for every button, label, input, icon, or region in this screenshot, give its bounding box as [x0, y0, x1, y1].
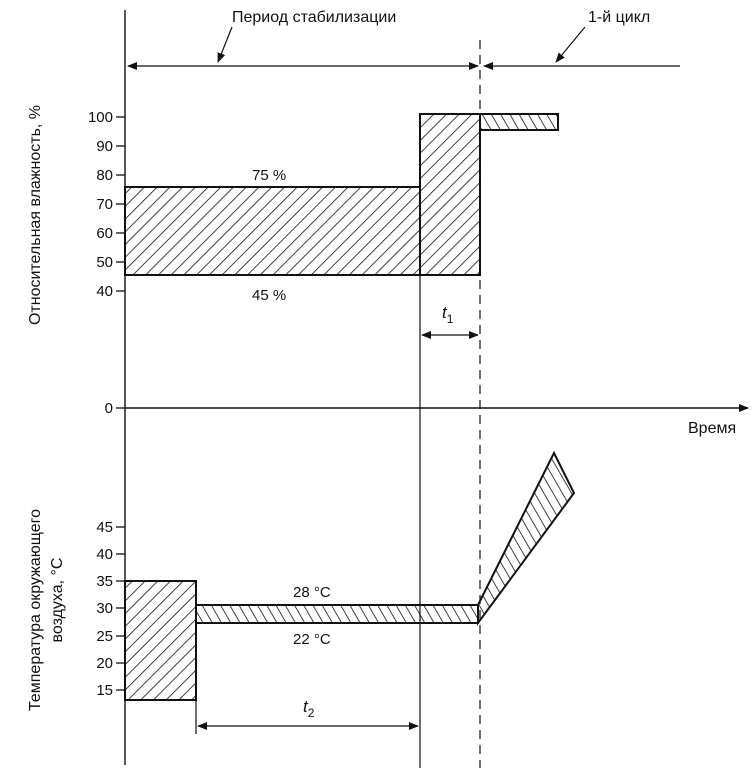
temperature-axis-title-line1: Температура окружающего — [27, 509, 44, 711]
temp-tick-40: 40 — [96, 546, 113, 563]
temperature-ramp — [477, 450, 576, 627]
initial-temperature-block — [124, 580, 197, 701]
temp-tick-35: 35 — [96, 573, 113, 590]
humidity-tick-zero: 0 — [105, 400, 113, 417]
humidity-ticks — [116, 116, 125, 409]
humidity-tick-40: 40 — [96, 283, 113, 300]
humidity-upper-label: 75 % — [252, 167, 286, 184]
humidity-high-block — [419, 113, 481, 276]
humidity-lower-label: 45 % — [252, 287, 286, 304]
first-cycle-leader-line — [555, 26, 586, 63]
temp-tick-45: 45 — [96, 519, 113, 536]
humidity-axis-title: Относительная влажность, % — [27, 105, 44, 325]
stabilization-period-label: Период стабилизации — [232, 9, 396, 26]
temperature-upper-label: 28 °С — [293, 584, 331, 601]
temperature-ticks — [116, 526, 125, 691]
humidity-tick-50: 50 — [96, 254, 113, 271]
humidity-tick-100: 100 — [88, 109, 113, 126]
time-axis-label: Время — [688, 420, 736, 437]
temperature-band — [195, 604, 479, 624]
humidity-tick-90: 90 — [96, 138, 113, 155]
temp-tick-25: 25 — [96, 628, 113, 645]
temp-tick-15: 15 — [96, 682, 113, 699]
first-cycle-humidity-band — [480, 113, 559, 131]
temp-tick-20: 20 — [96, 655, 113, 672]
temperature-axis-title-line2: воздуха, °С — [49, 558, 66, 643]
temperature-lower-label: 22 °С — [293, 631, 331, 648]
humidity-tick-80: 80 — [96, 167, 113, 184]
temp-tick-30: 30 — [96, 600, 113, 617]
t2-label: t2 — [303, 697, 315, 720]
t1-label: t1 — [442, 303, 454, 326]
humidity-band — [124, 186, 421, 276]
humidity-tick-60: 60 — [96, 225, 113, 242]
humidity-tick-70: 70 — [96, 196, 113, 213]
stabilization-leader-line — [217, 26, 233, 63]
first-cycle-label: 1-й цикл — [588, 9, 650, 26]
